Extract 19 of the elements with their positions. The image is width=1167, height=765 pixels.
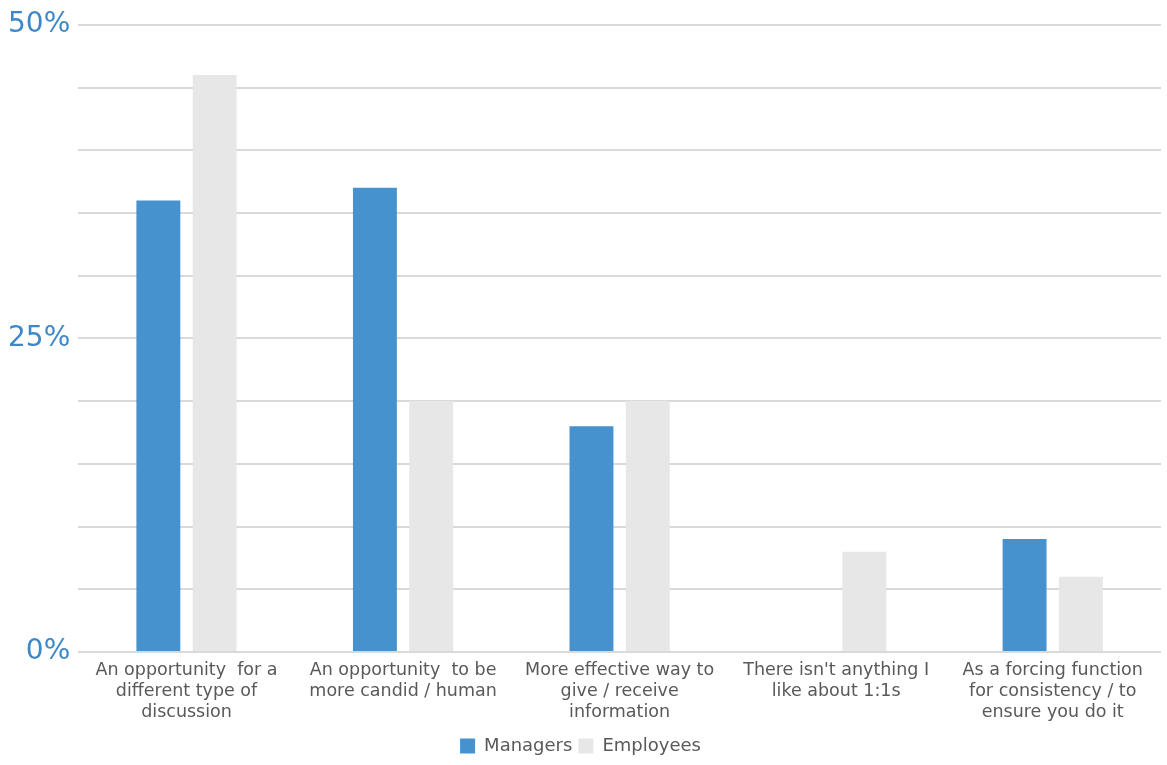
x-tick-label: An opportunity to be more candid / human bbox=[309, 659, 497, 701]
bar bbox=[842, 551, 887, 651]
bar bbox=[569, 426, 614, 651]
y-tick-label: 50% bbox=[8, 6, 71, 40]
legend-label: Managers bbox=[484, 733, 573, 755]
legend-label: Employees bbox=[602, 733, 701, 755]
bar bbox=[192, 74, 237, 651]
x-tick-label: More effective way to give / receive information bbox=[525, 659, 715, 722]
bar bbox=[1058, 576, 1103, 651]
bar bbox=[625, 401, 670, 651]
x-tick-label: There isn't anything I like about 1:1s bbox=[742, 659, 930, 701]
bar bbox=[409, 401, 454, 651]
x-tick-label: An opportunity for a different type of discussion bbox=[95, 659, 278, 722]
bar bbox=[352, 187, 397, 651]
y-tick-label: 0% bbox=[25, 633, 71, 667]
bar bbox=[136, 200, 181, 651]
bar bbox=[1002, 539, 1047, 651]
x-tick-label: As a forcing function for consistency / to ensure you do it bbox=[962, 659, 1143, 722]
y-tick-label: 25% bbox=[8, 319, 71, 353]
